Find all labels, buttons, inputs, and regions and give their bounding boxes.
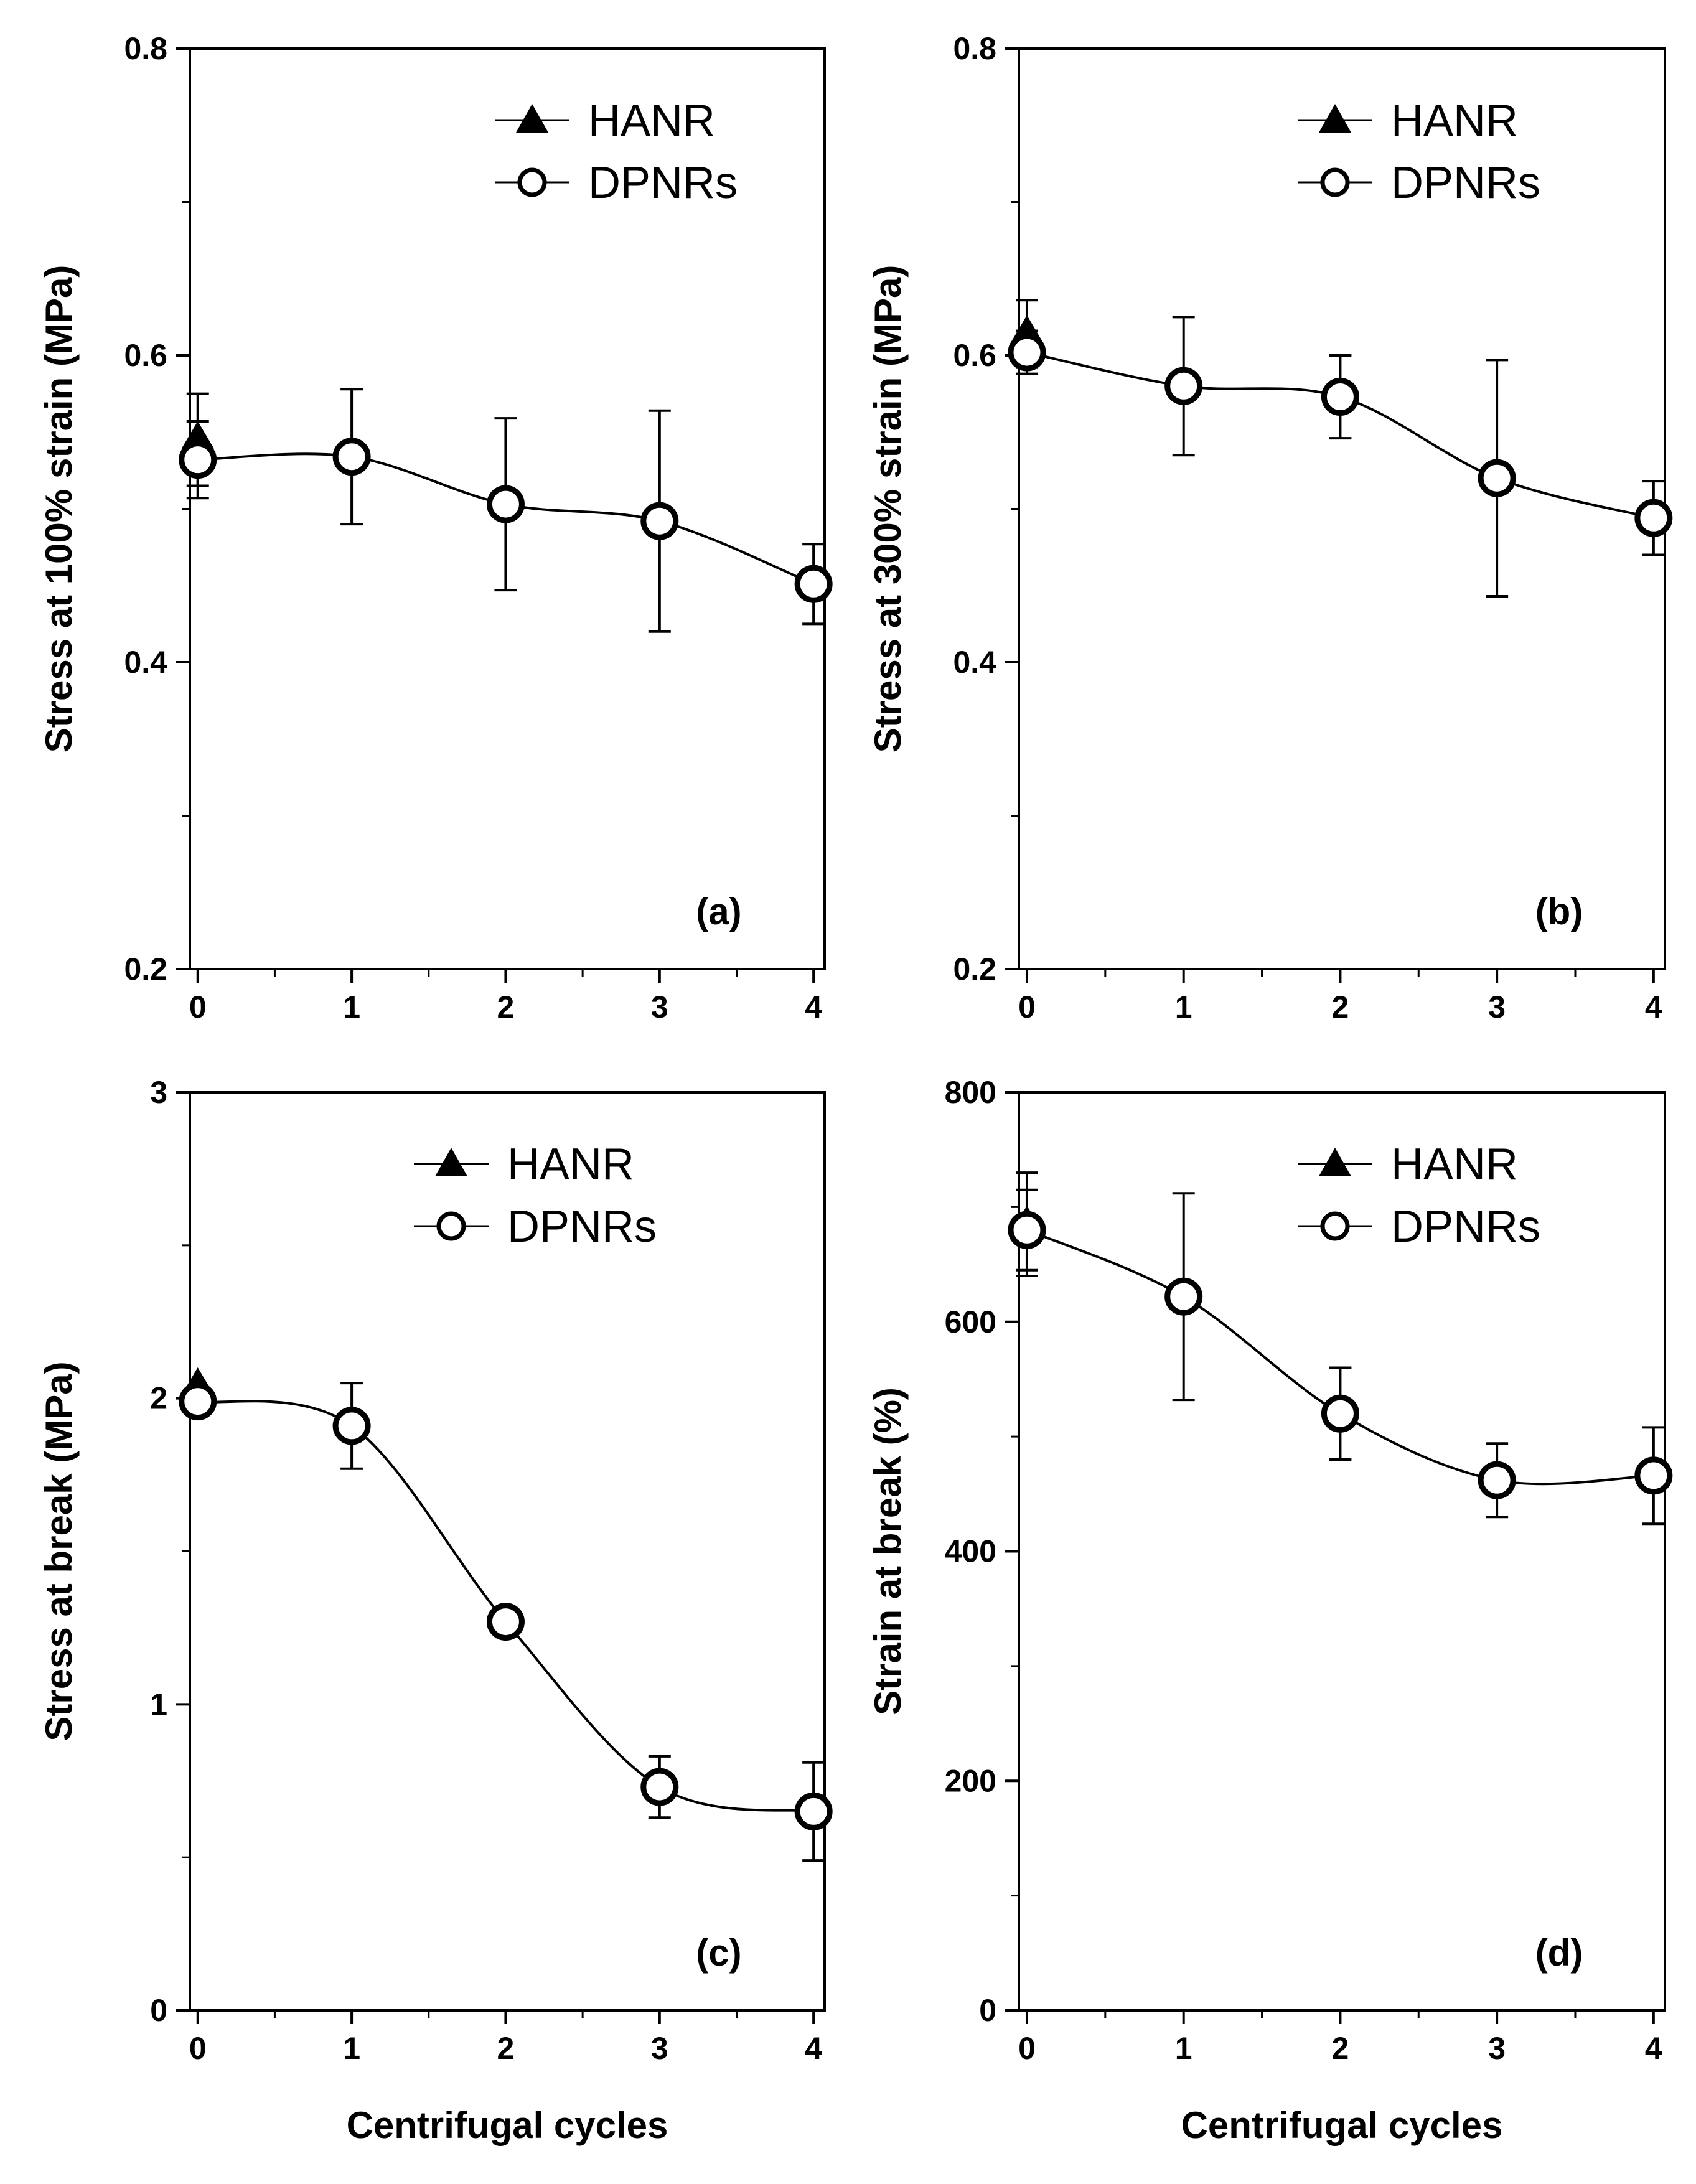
x-tick-label: 2 (497, 990, 515, 1024)
panel-label: (a) (696, 891, 741, 932)
legend-label-dpnrs: DPNRs (507, 1202, 657, 1252)
data-point-dpnrs (1321, 378, 1359, 416)
chart-panel-2: 0 1 2 3 4 0.2 0.4 0.6 0.8 Stress at 300% strain (… (867, 31, 1673, 1024)
data-point-dpnrs (1164, 367, 1203, 405)
data-point-dpnrs (1634, 499, 1673, 537)
y-tick-label: 0.4 (953, 645, 996, 680)
x-tick-label: 1 (1175, 990, 1192, 1024)
y-tick-label: 0.8 (953, 31, 996, 66)
x-tick-label: 3 (651, 2031, 668, 2066)
data-point-dpnrs (179, 1382, 217, 1421)
data-point-dpnrs (1008, 1211, 1046, 1249)
y-tick-label: 0.6 (953, 338, 996, 373)
chart-panel-4: 0 1 2 3 4 0 200 400 600 800 Strain at break (%) Cen… (867, 1075, 1673, 2146)
y-tick-label: 2 (150, 1381, 167, 1416)
legend-marker-triangle-icon (1319, 1148, 1351, 1176)
legend-marker-triangle-icon (435, 1148, 467, 1176)
y-tick-label: 200 (945, 1763, 996, 1798)
y-tick-label: 0 (979, 1993, 996, 2028)
legend-marker-circle-icon (436, 1211, 466, 1241)
legend-marker-triangle-icon (516, 104, 548, 133)
x-axis-title: Centrifugal cycles (347, 2104, 668, 2146)
data-point-dpnrs (640, 1768, 679, 1806)
x-axis-title: Centrifugal cycles (1181, 2104, 1503, 2146)
legend-label-hanr: HANR (588, 96, 715, 146)
y-axis-title: Stress at 300% strain (MPa) (867, 265, 909, 753)
legend-label-hanr: HANR (1391, 1140, 1518, 1189)
legend-label-dpnrs: DPNRs (1391, 1202, 1540, 1252)
y-axis-title: Stress at 100% strain (MPa) (38, 265, 80, 753)
data-point-dpnrs (1164, 1277, 1203, 1316)
y-tick-label: 800 (945, 1075, 996, 1110)
data-point-dpnrs (1634, 1456, 1673, 1495)
data-point-dpnrs (794, 565, 833, 603)
y-tick-label: 0.6 (124, 338, 167, 373)
x-tick-label: 4 (1645, 2031, 1662, 2066)
x-tick-label: 1 (343, 2031, 360, 2066)
panel-label: (c) (696, 1932, 741, 1974)
x-tick-label: 1 (1175, 2031, 1192, 2066)
x-tick-label: 2 (497, 2031, 515, 2066)
x-tick-label: 4 (1645, 990, 1662, 1024)
y-tick-label: 0.2 (124, 952, 167, 987)
chart-panel-1: 0 1 2 3 4 0.2 0.4 0.6 0.8 Stress at 100% strain (… (38, 31, 833, 1024)
x-tick-label: 3 (1488, 990, 1506, 1024)
legend: HANR DPNRs (414, 1140, 657, 1252)
data-point-dpnrs (486, 1603, 525, 1641)
legend-label-dpnrs: DPNRs (1391, 158, 1540, 208)
legend-marker-circle-icon (517, 167, 547, 197)
y-tick-label: 0 (150, 1993, 167, 2028)
x-tick-label: 4 (805, 2031, 822, 2066)
legend-marker-circle-icon (1320, 167, 1350, 197)
x-tick-label: 2 (1331, 990, 1349, 1024)
data-point-dpnrs (486, 485, 525, 523)
legend-marker-triangle-icon (1319, 104, 1351, 133)
x-tick-label: 0 (189, 990, 207, 1024)
data-point-dpnrs (1478, 459, 1516, 497)
legend: HANR DPNRs (1298, 96, 1540, 208)
y-tick-label: 0.8 (124, 31, 167, 66)
x-tick-label: 0 (1018, 2031, 1036, 2066)
y-tick-label: 1 (150, 1687, 167, 1722)
legend: HANR DPNRs (1298, 1140, 1540, 1252)
x-tick-label: 1 (343, 990, 360, 1024)
panel-label: (b) (1535, 891, 1583, 932)
y-tick-label: 600 (945, 1305, 996, 1339)
x-tick-label: 0 (189, 2031, 207, 2066)
chart-panel-3: 0 1 2 3 4 0 1 2 3 Stress at break (MPa) Centrifuga… (38, 1075, 833, 2146)
y-axis-title: Stress at break (MPa) (38, 1361, 80, 1741)
panel-label: (d) (1535, 1932, 1583, 1974)
data-point-dpnrs (332, 438, 371, 476)
y-axis-title: Strain at break (%) (867, 1387, 909, 1715)
y-tick-label: 0.4 (124, 645, 167, 680)
data-point-dpnrs (332, 1407, 371, 1445)
data-point-hanr (181, 421, 214, 449)
legend-label-hanr: HANR (1391, 96, 1518, 146)
y-tick-label: 0.2 (953, 952, 996, 987)
legend-label-dpnrs: DPNRs (588, 158, 738, 208)
y-tick-label: 3 (150, 1075, 167, 1110)
legend: HANR DPNRs (495, 96, 738, 208)
x-tick-label: 0 (1018, 990, 1036, 1024)
y-tick-label: 400 (945, 1534, 996, 1569)
legend-label-hanr: HANR (507, 1140, 634, 1189)
data-point-dpnrs (794, 1792, 833, 1830)
legend-marker-circle-icon (1320, 1211, 1350, 1241)
x-tick-label: 4 (805, 990, 822, 1024)
x-tick-label: 3 (1488, 2031, 1506, 2066)
data-point-dpnrs (640, 502, 679, 540)
data-point-dpnrs (179, 441, 217, 479)
data-point-dpnrs (1008, 333, 1046, 372)
data-point-dpnrs (1478, 1461, 1516, 1499)
x-tick-label: 3 (651, 990, 668, 1024)
data-point-dpnrs (1321, 1394, 1359, 1433)
x-tick-label: 2 (1331, 2031, 1349, 2066)
